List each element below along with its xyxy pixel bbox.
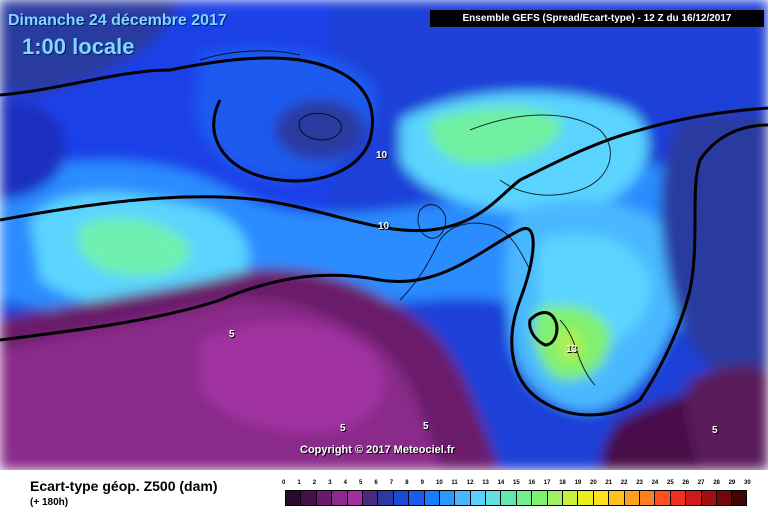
legend-swatch — [300, 490, 316, 506]
legend-swatch — [423, 490, 439, 506]
legend-swatch — [285, 490, 301, 506]
legend-tick-label: 9 — [420, 480, 424, 486]
legend-swatch — [562, 490, 578, 506]
legend-title: Ecart-type géop. Z500 (dam) — [30, 478, 218, 494]
legend-tick-label: 3 — [328, 480, 332, 486]
legend-swatch — [577, 490, 593, 506]
legend-swatch — [700, 490, 716, 506]
legend-tick-label: 12 — [466, 480, 474, 486]
legend-tick-label: 29 — [728, 480, 736, 486]
coastline-british-isles — [417, 204, 447, 239]
legend-swatch — [685, 490, 701, 506]
legend-tick-label: 6 — [374, 480, 378, 486]
copyright-text: Copyright © 2017 Meteociel.fr — [300, 444, 455, 456]
legend-tick-label: 1 — [297, 480, 301, 486]
legend-swatch — [608, 490, 624, 506]
legend-swatch — [592, 490, 609, 506]
legend-tick-label: 4 — [343, 480, 347, 486]
legend-ticks: 0 1 2 3 4 5 6 7 8 9 10 11 12 13 14 15 16 17 18 19 20 21 22 23 24… — [282, 480, 751, 490]
coastline-iberia-france — [399, 222, 531, 301]
legend-swatch — [469, 490, 486, 506]
map-time: 1:00 locale — [22, 34, 135, 59]
legend-tick-label: 15 — [513, 480, 520, 486]
legend-swatch — [731, 490, 747, 506]
contour-label: 5 — [423, 421, 429, 432]
weather-map: Dimanche 24 décembre 2017 1:00 locale En… — [0, 0, 768, 470]
contour-label: 10 — [378, 221, 390, 232]
contour-10-main — [0, 106, 768, 233]
legend-swatch — [669, 490, 686, 506]
legend-tick-label: 25 — [667, 480, 674, 486]
legend-swatch — [377, 490, 393, 506]
legend-swatch — [654, 490, 670, 506]
contour-label: 13 — [566, 344, 578, 355]
legend-tick-label: 21 — [605, 480, 613, 486]
coastline-scandinavia — [469, 114, 611, 196]
legend-swatch — [546, 490, 563, 506]
legend-swatch — [715, 490, 732, 506]
legend-swatch — [515, 490, 532, 506]
contour-5-main — [0, 123, 768, 417]
legend-tick-label: 27 — [697, 480, 705, 486]
contour-10-greenland — [0, 56, 374, 183]
legend-tick-label: 24 — [651, 480, 659, 486]
legend-swatch — [623, 490, 639, 506]
coastline-iceland — [298, 113, 342, 141]
legend-swatch — [392, 490, 409, 506]
legend-tick-label: 10 — [436, 480, 443, 486]
legend-tick-label: 17 — [543, 480, 551, 486]
legend-swatch — [531, 490, 547, 506]
legend-tick-label: 8 — [405, 480, 409, 486]
legend-color-scale — [285, 490, 747, 506]
legend-tick-label: 22 — [620, 480, 628, 486]
legend-tick-label: 7 — [389, 480, 394, 486]
legend-tick-label: 18 — [559, 480, 566, 486]
legend-tick-label: 5 — [359, 480, 363, 486]
legend-tick-label: 14 — [497, 480, 505, 486]
coastline-greenland — [199, 50, 301, 61]
legend-tick-label: 26 — [682, 480, 690, 486]
legend-subtitle: (+ 180h) — [30, 497, 69, 508]
legend-tick-label: 20 — [590, 480, 597, 486]
map-canvas — [0, 0, 768, 470]
legend-tick-label: 19 — [574, 480, 582, 486]
legend-tick-label: 16 — [528, 480, 536, 486]
legend-tick-label: 30 — [744, 480, 751, 486]
contour-label: 5 — [712, 425, 718, 436]
contour-label: 5 — [229, 329, 235, 340]
legend-swatch — [408, 490, 424, 506]
legend-swatch — [346, 490, 362, 506]
coastline-italy — [559, 319, 596, 386]
legend-swatch — [331, 490, 347, 506]
legend-swatch — [454, 490, 470, 506]
map-date: Dimanche 24 décembre 2017 — [8, 12, 227, 29]
legend-swatch — [315, 490, 332, 506]
legend-swatch — [485, 490, 501, 506]
contour-13-italy — [528, 311, 559, 347]
legend-swatch — [500, 490, 516, 506]
legend-tick-label: 13 — [482, 480, 489, 486]
legend-swatch — [438, 490, 455, 506]
legend-swatch — [361, 490, 378, 506]
contour-label: 10 — [376, 150, 388, 161]
ensemble-header: Ensemble GEFS (Spread/Ecart-type) - 12 Z… — [430, 10, 764, 27]
legend-tick-label: 2 — [312, 480, 317, 486]
legend-swatch — [638, 490, 655, 506]
legend-tick-label: 0 — [282, 480, 286, 486]
contour-label: 5 — [340, 423, 346, 434]
legend-tick-label: 28 — [713, 480, 720, 486]
legend-tick-label: 23 — [636, 480, 643, 486]
legend-tick-label: 11 — [451, 480, 458, 486]
